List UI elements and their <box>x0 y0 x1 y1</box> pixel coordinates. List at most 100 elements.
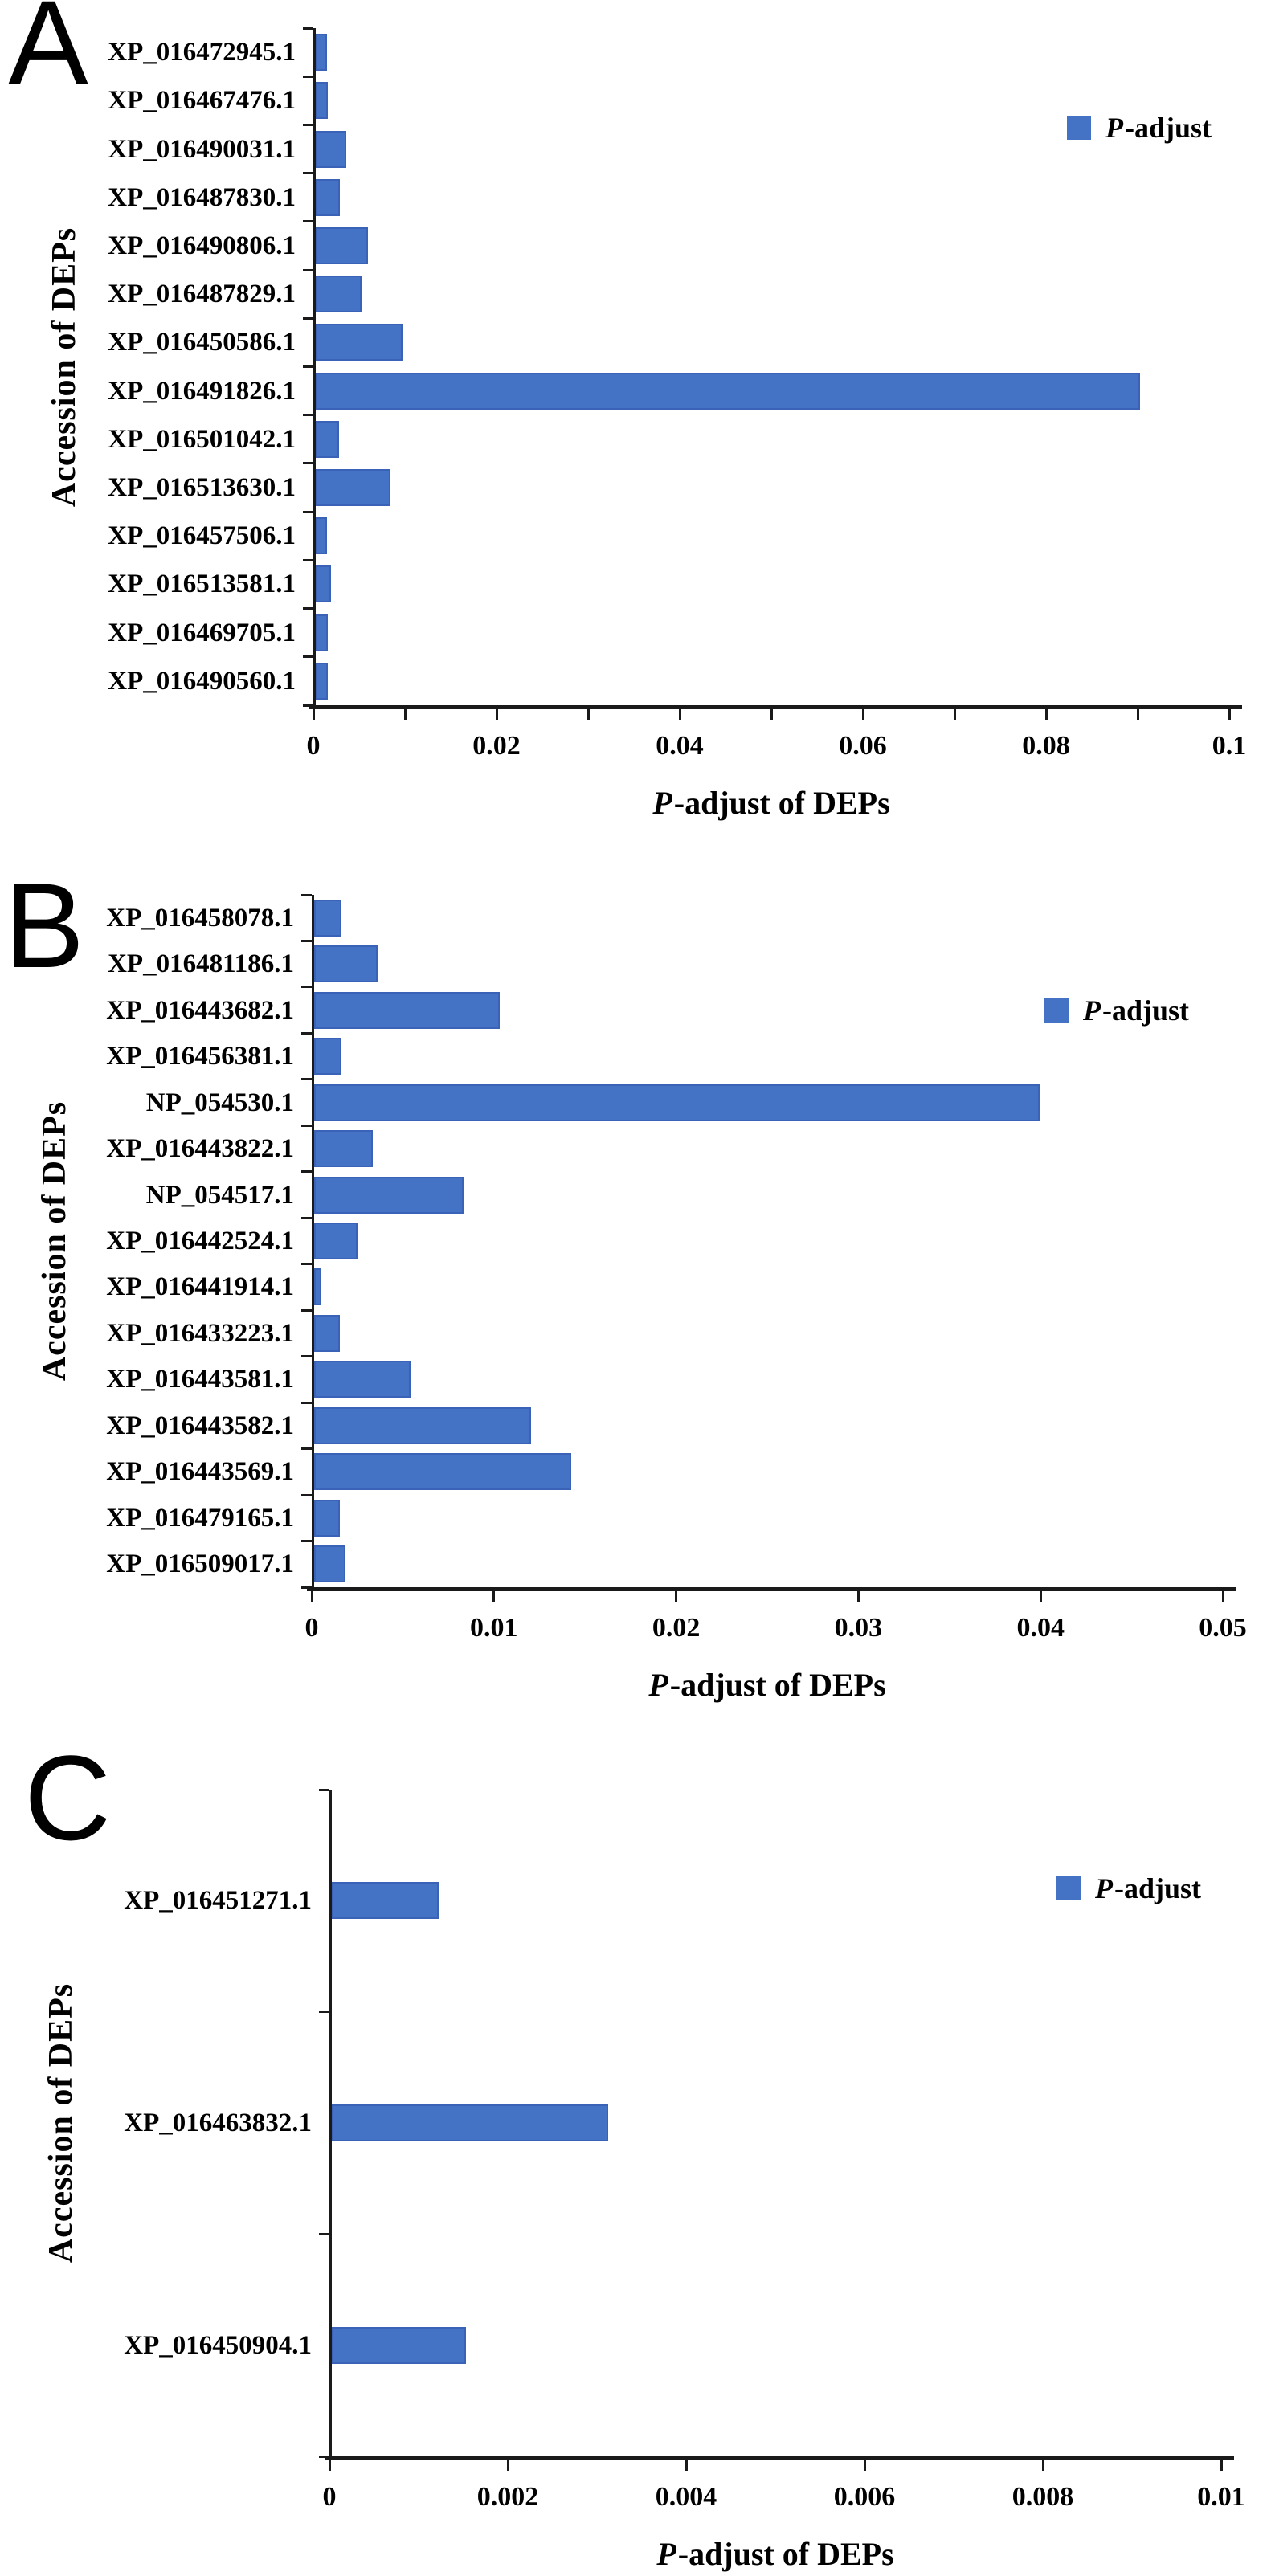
y-tick <box>303 510 313 513</box>
category-label: XP_016433223.1 <box>106 1318 294 1348</box>
bar-XP_016442524.1 <box>314 1223 358 1259</box>
x-axis-line <box>307 1587 1236 1591</box>
bar-XP_016457506.1 <box>316 517 327 555</box>
x-tick <box>312 709 315 720</box>
x-tick-label: 0.02 <box>652 1613 701 1643</box>
x-tick-label: 0.04 <box>1016 1613 1065 1643</box>
panel-c: C Accession of DEPs P-adjust P-adjust of… <box>0 1717 1271 2576</box>
x-tick <box>492 1591 496 1602</box>
x-tick-label: 0 <box>306 731 321 761</box>
x-tick <box>506 2460 509 2471</box>
bar-XP_016490806.1 <box>316 227 368 264</box>
y-axis-title: Accession of DEPs <box>46 227 83 507</box>
legend-label-rest: -adjust <box>1125 112 1212 144</box>
panel-letter-a: A <box>8 0 89 110</box>
bar-XP_016451271.1 <box>332 1882 439 1920</box>
legend-swatch <box>1067 116 1091 140</box>
bar-XP_016490560.1 <box>316 662 328 700</box>
category-label: XP_016441914.1 <box>106 1272 294 1302</box>
y-tick <box>301 1263 312 1266</box>
category-label: XP_016472945.1 <box>108 38 296 67</box>
y-tick <box>303 172 313 175</box>
legend-swatch <box>1044 998 1069 1023</box>
category-label: XP_016487830.1 <box>108 182 296 212</box>
category-label: XP_016501042.1 <box>108 424 296 454</box>
category-label: XP_016491826.1 <box>108 376 296 406</box>
x-axis-title-rest: -adjust of DEPs <box>677 2536 894 2572</box>
x-tick <box>770 709 773 720</box>
x-tick <box>328 2460 331 2471</box>
bar-XP_016487829.1 <box>316 276 362 313</box>
x-tick-label: 0.01 <box>470 1613 518 1643</box>
x-tick <box>953 709 956 720</box>
y-tick <box>301 1540 312 1543</box>
category-label: XP_016490031.1 <box>108 134 296 164</box>
legend-label-italic: P <box>1095 1872 1113 1904</box>
x-tick <box>685 2460 688 2471</box>
category-label: XP_016450904.1 <box>124 2330 312 2360</box>
y-tick <box>301 1124 312 1127</box>
y-tick <box>301 1401 312 1404</box>
bar-XP_016450586.1 <box>316 324 403 361</box>
x-tick <box>678 709 681 720</box>
y-tick <box>303 607 313 610</box>
category-label: NP_054530.1 <box>145 1088 294 1117</box>
category-label: XP_016463832.1 <box>124 2109 312 2137</box>
category-label: XP_016490560.1 <box>108 666 296 696</box>
y-tick <box>319 1788 329 1791</box>
y-tick <box>301 1031 312 1035</box>
x-tick-label: 0.01 <box>1197 2482 1245 2512</box>
bar-XP_016458078.1 <box>314 899 342 937</box>
panel-a: A Accession of DEPs P-adjust P-adjust of… <box>0 0 1271 859</box>
category-label: XP_016443682.1 <box>106 995 294 1025</box>
x-axis-title-italic: P <box>652 785 672 821</box>
x-tick-label: 0.004 <box>655 2482 717 2512</box>
y-tick <box>319 2455 329 2458</box>
category-label: XP_016458078.1 <box>106 903 294 933</box>
x-tick <box>1220 2460 1223 2471</box>
bar-XP_016443582.1 <box>314 1406 531 1444</box>
x-tick <box>1221 1591 1224 1602</box>
legend-label-italic: P <box>1083 994 1101 1027</box>
y-tick <box>319 2011 329 2014</box>
y-tick <box>301 1308 312 1312</box>
x-tick-label: 0.02 <box>472 731 521 761</box>
x-tick-label: 0.05 <box>1199 1613 1247 1643</box>
x-axis-title: P-adjust of DEPs <box>648 1666 885 1704</box>
bar-XP_016513581.1 <box>316 565 332 603</box>
x-axis-title-italic: P <box>656 2536 676 2572</box>
category-label: XP_016513581.1 <box>108 569 296 599</box>
x-axis-line <box>325 2456 1234 2460</box>
category-label: XP_016467476.1 <box>108 86 296 116</box>
category-label: XP_016490806.1 <box>108 231 296 260</box>
x-tick <box>856 1591 860 1602</box>
bar-XP_016443682.1 <box>314 991 501 1029</box>
y-axis-line <box>329 1790 332 2460</box>
bar-XP_016450904.1 <box>332 2326 466 2364</box>
category-label: XP_016451271.1 <box>124 1886 312 1916</box>
x-tick-label: 0.008 <box>1011 2482 1074 2512</box>
legend-label: P-adjust <box>1083 994 1189 1027</box>
legend: P-adjust <box>1056 1872 1201 1905</box>
x-tick <box>1041 2460 1044 2471</box>
legend-label: P-adjust <box>1095 1872 1201 1905</box>
x-tick-label: 0.06 <box>839 731 887 761</box>
x-tick-label: 0.04 <box>656 731 704 761</box>
x-tick-label: 0 <box>304 1613 319 1643</box>
bar-XP_016433223.1 <box>314 1314 340 1352</box>
y-tick <box>303 268 313 271</box>
bar-XP_016443569.1 <box>314 1453 571 1491</box>
bar-NP_054517.1 <box>314 1176 464 1214</box>
x-tick <box>863 2460 866 2471</box>
y-tick <box>303 558 313 561</box>
category-label: NP_054517.1 <box>145 1180 294 1210</box>
y-tick <box>301 1447 312 1451</box>
x-tick <box>1228 709 1231 720</box>
legend-swatch <box>1056 1876 1081 1900</box>
y-tick <box>303 75 313 78</box>
x-tick-label: 0 <box>322 2482 337 2512</box>
y-tick <box>319 2232 329 2235</box>
x-tick-label: 0.006 <box>833 2482 896 2512</box>
legend-label: P-adjust <box>1105 111 1212 145</box>
category-label: XP_016481186.1 <box>108 949 294 979</box>
